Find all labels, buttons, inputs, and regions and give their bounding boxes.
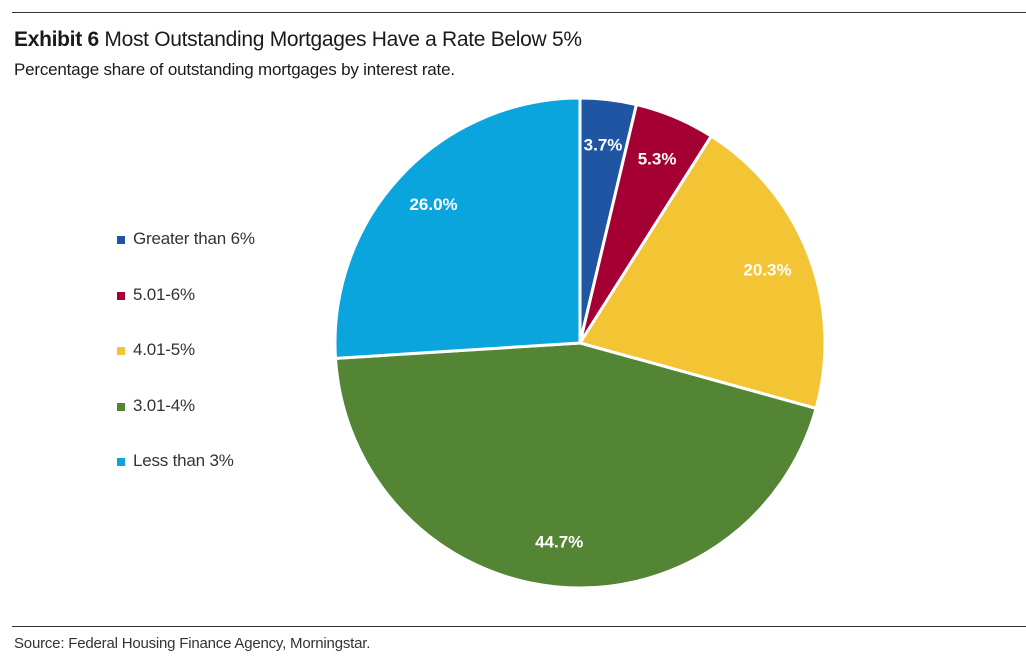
- legend-item-4-01-5: 4.01-5%: [117, 339, 255, 395]
- legend-item-less-than-3: Less than 3%: [117, 450, 255, 506]
- legend-item-5-01-6: 5.01-6%: [117, 284, 255, 340]
- bottom-rule: [12, 626, 1026, 627]
- chart-title: Exhibit 6 Most Outstanding Mortgages Hav…: [14, 27, 582, 53]
- pie-slice-less-than-3: [333, 96, 582, 360]
- top-rule: [12, 12, 1026, 13]
- data-label-greater-than-6: 3.7%: [584, 135, 623, 154]
- pie-slice-3-01-4: [333, 341, 818, 590]
- chart-subtitle: Percentage share of outstanding mortgage…: [14, 60, 455, 79]
- legend-item-greater-than-6: Greater than 6%: [117, 228, 255, 284]
- legend-swatch: [117, 402, 125, 411]
- data-label-5-01-6: 5.3%: [638, 150, 677, 169]
- legend-label: 4.01-5%: [133, 340, 195, 359]
- legend-label: Less than 3%: [133, 451, 234, 470]
- source-note: Source: Federal Housing Finance Agency, …: [14, 635, 371, 652]
- legend-label: 5.01-6%: [133, 284, 195, 304]
- pie-slice-4-01-5: [578, 134, 827, 410]
- legend-item-3-01-4: 3.01-4%: [117, 395, 255, 451]
- exhibit-label: Exhibit 6: [14, 28, 99, 51]
- legend-swatch: [117, 291, 125, 300]
- legend-swatch: [117, 236, 125, 244]
- data-label-less-than-3: 26.0%: [409, 195, 457, 214]
- data-label-4-01-5: 20.3%: [743, 260, 791, 279]
- legend-swatch: [117, 458, 125, 466]
- legend: Greater than 6% 5.01-6% 4.01-5% 3.01-4% Less…: [117, 228, 255, 506]
- legend-label: Greater than 6%: [133, 229, 255, 248]
- legend-label: 3.01-4%: [133, 395, 195, 415]
- legend-swatch: [117, 347, 125, 355]
- data-label-3-01-4: 44.7%: [535, 532, 583, 551]
- title-text: Most Outstanding Mortgages Have a Rate B…: [104, 28, 582, 51]
